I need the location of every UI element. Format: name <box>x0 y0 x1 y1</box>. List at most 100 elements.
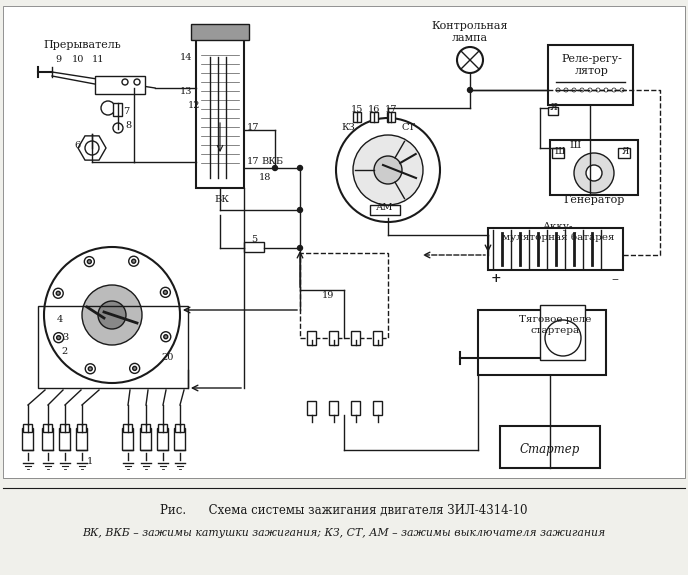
Text: 16: 16 <box>368 105 380 114</box>
Text: 8: 8 <box>125 121 131 129</box>
Circle shape <box>131 259 136 263</box>
Text: 9: 9 <box>55 56 61 64</box>
Circle shape <box>164 335 168 339</box>
Text: Генератор: Генератор <box>563 195 625 205</box>
Text: СТ: СТ <box>401 124 415 132</box>
Text: Тяговое реле
стартера: Тяговое реле стартера <box>519 315 591 335</box>
Circle shape <box>56 292 61 296</box>
Circle shape <box>374 156 402 184</box>
Circle shape <box>574 153 614 193</box>
Circle shape <box>85 141 99 155</box>
Circle shape <box>468 87 473 93</box>
Circle shape <box>129 363 140 373</box>
Text: ВК: ВК <box>215 196 229 205</box>
Circle shape <box>82 285 142 345</box>
Circle shape <box>44 247 180 383</box>
Text: 20: 20 <box>162 354 174 362</box>
Text: 11: 11 <box>92 56 105 64</box>
Text: 12: 12 <box>188 101 200 109</box>
Circle shape <box>54 333 63 343</box>
Circle shape <box>160 288 171 297</box>
Bar <box>123 424 132 432</box>
Bar <box>552 148 564 158</box>
Bar <box>38 306 188 388</box>
Bar <box>43 424 52 432</box>
Circle shape <box>545 320 581 356</box>
Circle shape <box>596 88 600 92</box>
Text: 15: 15 <box>351 105 363 114</box>
Text: 2: 2 <box>62 347 68 356</box>
Circle shape <box>122 79 128 85</box>
Bar <box>307 401 316 415</box>
Bar <box>122 428 133 450</box>
Text: –: – <box>612 272 619 286</box>
Circle shape <box>564 88 568 92</box>
Circle shape <box>297 166 303 171</box>
Circle shape <box>98 301 126 329</box>
Text: Реле-регу-
лятор: Реле-регу- лятор <box>561 54 623 76</box>
Circle shape <box>580 88 584 92</box>
Circle shape <box>556 88 560 92</box>
Bar <box>488 228 623 270</box>
Bar <box>548 45 633 105</box>
Bar <box>59 428 70 450</box>
Bar <box>550 140 638 195</box>
Circle shape <box>612 88 616 92</box>
Bar <box>191 24 249 40</box>
Polygon shape <box>78 136 106 160</box>
Text: Рис.      Схема системы зажигания двигателя ЗИЛ-4314-10: Рис. Схема системы зажигания двигателя З… <box>160 504 528 516</box>
Circle shape <box>457 47 483 73</box>
Circle shape <box>297 208 303 213</box>
Circle shape <box>87 259 92 263</box>
Text: Ш: Ш <box>555 148 565 156</box>
Text: Акку-
муляторная батарея: Акку- муляторная батарея <box>502 222 614 242</box>
Text: 17: 17 <box>385 105 397 114</box>
Bar <box>370 205 400 215</box>
Circle shape <box>133 366 137 370</box>
Text: 14: 14 <box>180 53 192 63</box>
Circle shape <box>620 88 624 92</box>
Text: 17: 17 <box>247 158 259 167</box>
Text: КЗ: КЗ <box>341 124 355 132</box>
Bar <box>95 76 145 94</box>
Bar <box>77 424 86 432</box>
Circle shape <box>101 101 115 115</box>
Bar <box>568 144 578 152</box>
Bar <box>3 6 685 478</box>
Bar <box>300 253 388 338</box>
Text: +: + <box>491 273 502 286</box>
Bar <box>387 112 395 122</box>
Text: 5: 5 <box>251 236 257 244</box>
Text: 19: 19 <box>322 290 334 300</box>
Bar <box>353 112 361 122</box>
Bar <box>370 112 378 122</box>
Bar <box>140 428 151 450</box>
Bar <box>60 424 69 432</box>
Circle shape <box>85 256 94 267</box>
Text: Я: Я <box>550 104 558 113</box>
Text: 18: 18 <box>259 174 271 182</box>
Text: АМ: АМ <box>376 204 394 213</box>
Text: ВК, ВКБ – зажимы катушки зажигания; КЗ, СТ, АМ – зажимы выключателя зажигания: ВК, ВКБ – зажимы катушки зажигания; КЗ, … <box>83 528 605 538</box>
Text: 6: 6 <box>74 140 80 150</box>
Bar <box>175 424 184 432</box>
Text: Прерыватель: Прерыватель <box>43 40 121 50</box>
Bar <box>351 331 360 345</box>
Circle shape <box>85 364 95 374</box>
Text: 1: 1 <box>87 458 93 466</box>
Circle shape <box>272 166 277 171</box>
Bar <box>329 331 338 345</box>
Bar <box>500 426 600 468</box>
Bar <box>22 428 33 450</box>
Bar <box>373 331 382 345</box>
Bar <box>548 107 558 115</box>
Bar <box>196 35 244 188</box>
Bar <box>373 401 382 415</box>
Bar <box>174 428 185 450</box>
Circle shape <box>134 79 140 85</box>
Circle shape <box>336 118 440 222</box>
Circle shape <box>586 165 602 181</box>
Text: 10: 10 <box>72 56 84 64</box>
Circle shape <box>113 123 123 133</box>
Circle shape <box>56 336 61 340</box>
